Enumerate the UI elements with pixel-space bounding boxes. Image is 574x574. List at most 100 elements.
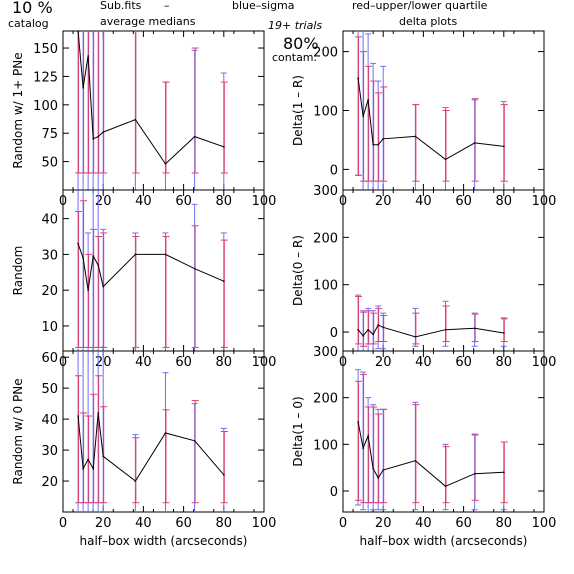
x-tick-label: 60 [455, 355, 472, 370]
median-point [503, 332, 505, 334]
y-tick-label: 0 [330, 163, 338, 178]
median-point [223, 474, 225, 476]
panel-3: 20 30 40 50 60 Random w/ 0 PNe 0 20 40 60 80 100 [11, 350, 277, 531]
y-tick-label: 200 [313, 231, 338, 246]
x-tick-label: 100 [532, 516, 557, 531]
y-tick-label: 20 [41, 475, 58, 490]
y-tick-label: 30 [41, 444, 58, 459]
x-tick-label: 40 [415, 355, 432, 370]
y-tick-label: 200 [313, 46, 338, 61]
panel-6: 0 100 200 300 Delta(1 – 0) 0 20 40 60 80 100 [291, 345, 556, 531]
average-medians-label: average medians [100, 15, 196, 28]
red-quartile-legend: red–upper/lower quartile [352, 0, 488, 12]
median-point [414, 459, 417, 462]
x-tick-label: 20 [375, 355, 392, 370]
x-tick-label: 0 [59, 516, 67, 531]
y-tick-label: 30 [41, 248, 58, 263]
y-tick-label: 150 [33, 42, 58, 57]
median-point [377, 324, 379, 326]
subfits-label: Sub.fits [100, 0, 142, 12]
subfits-dash: – [164, 0, 170, 12]
x-tick-label: 20 [95, 516, 112, 531]
y-tick-label: 75 [41, 127, 58, 142]
median-point [82, 257, 84, 259]
median-point [382, 469, 385, 471]
median-point [414, 135, 417, 138]
x-tick-label: 0 [339, 516, 347, 531]
median-point [82, 86, 84, 89]
x-tick-label: 60 [455, 194, 472, 209]
median-point [503, 145, 505, 148]
median-point [164, 253, 167, 256]
median-point [87, 289, 89, 291]
median-point [362, 335, 364, 337]
x-tick-label: 60 [175, 355, 192, 370]
blue-sigma-legend: blue–sigma [232, 0, 295, 12]
y-tick-label: 50 [41, 382, 58, 397]
median-line [357, 421, 504, 487]
median-line [357, 78, 504, 160]
median-point [362, 115, 364, 118]
x-axis-label: half–box width (arcseconds) [80, 534, 248, 548]
plot-frame [62, 350, 265, 513]
x-tick-label: 100 [252, 516, 277, 531]
median-point [97, 135, 99, 138]
median-point [372, 467, 374, 470]
y-tick-label: 200 [313, 392, 338, 407]
y-tick-label: 40 [41, 213, 58, 228]
y-tick-label: 100 [313, 438, 338, 453]
median-point [382, 326, 385, 329]
x-tick-label: 20 [95, 194, 112, 209]
x-tick-label: 20 [375, 194, 392, 209]
y-tick-label: 0 [330, 326, 338, 341]
chart-header: 10 % catalog Sub.fits – average medians … [8, 0, 488, 64]
median-point [444, 485, 447, 488]
x-tick-label: 80 [216, 355, 233, 370]
x-tick-label: 60 [455, 516, 472, 531]
median-point [193, 439, 196, 442]
median-point [134, 480, 137, 482]
y-tick-label: 40 [41, 413, 58, 428]
median-line [357, 324, 504, 338]
median-point [77, 415, 79, 417]
y-tick-label: 50 [41, 156, 58, 171]
median-point [367, 435, 369, 437]
x-tick-label: 40 [135, 516, 152, 531]
median-point [97, 264, 99, 266]
x-tick-label: 40 [135, 355, 152, 370]
x-tick-label: 60 [175, 516, 192, 531]
median-point [164, 432, 167, 434]
median-point [87, 458, 89, 461]
y-axis-label: Random w/ 1+ PNe [11, 52, 25, 168]
y-tick-label: 100 [313, 279, 338, 294]
trials-label: 19+ trials [268, 19, 322, 32]
median-point [92, 467, 94, 470]
x-tick-label: 80 [496, 194, 513, 209]
y-axis-label: Delta(0 – R) [291, 235, 305, 306]
x-tick-label: 20 [375, 516, 392, 531]
median-point [372, 143, 374, 146]
median-point [193, 267, 196, 270]
median-line [77, 243, 224, 291]
contam-label: contam. [272, 51, 317, 64]
median-point [82, 467, 84, 470]
median-line [77, 30, 224, 165]
median-point [77, 242, 79, 245]
median-point [102, 131, 104, 133]
median-point [102, 455, 104, 458]
x-axis-label: half–box width (arcseconds) [360, 534, 528, 548]
x-tick-label: 40 [415, 194, 432, 209]
median-point [362, 447, 364, 449]
median-point [473, 327, 476, 330]
y-tick-label: 10 [41, 320, 58, 335]
median-point [102, 285, 104, 288]
median-point [357, 328, 359, 331]
median-point [357, 421, 359, 423]
median-point [92, 138, 94, 140]
y-axis-label: Random [11, 246, 25, 296]
median-point [367, 99, 369, 101]
